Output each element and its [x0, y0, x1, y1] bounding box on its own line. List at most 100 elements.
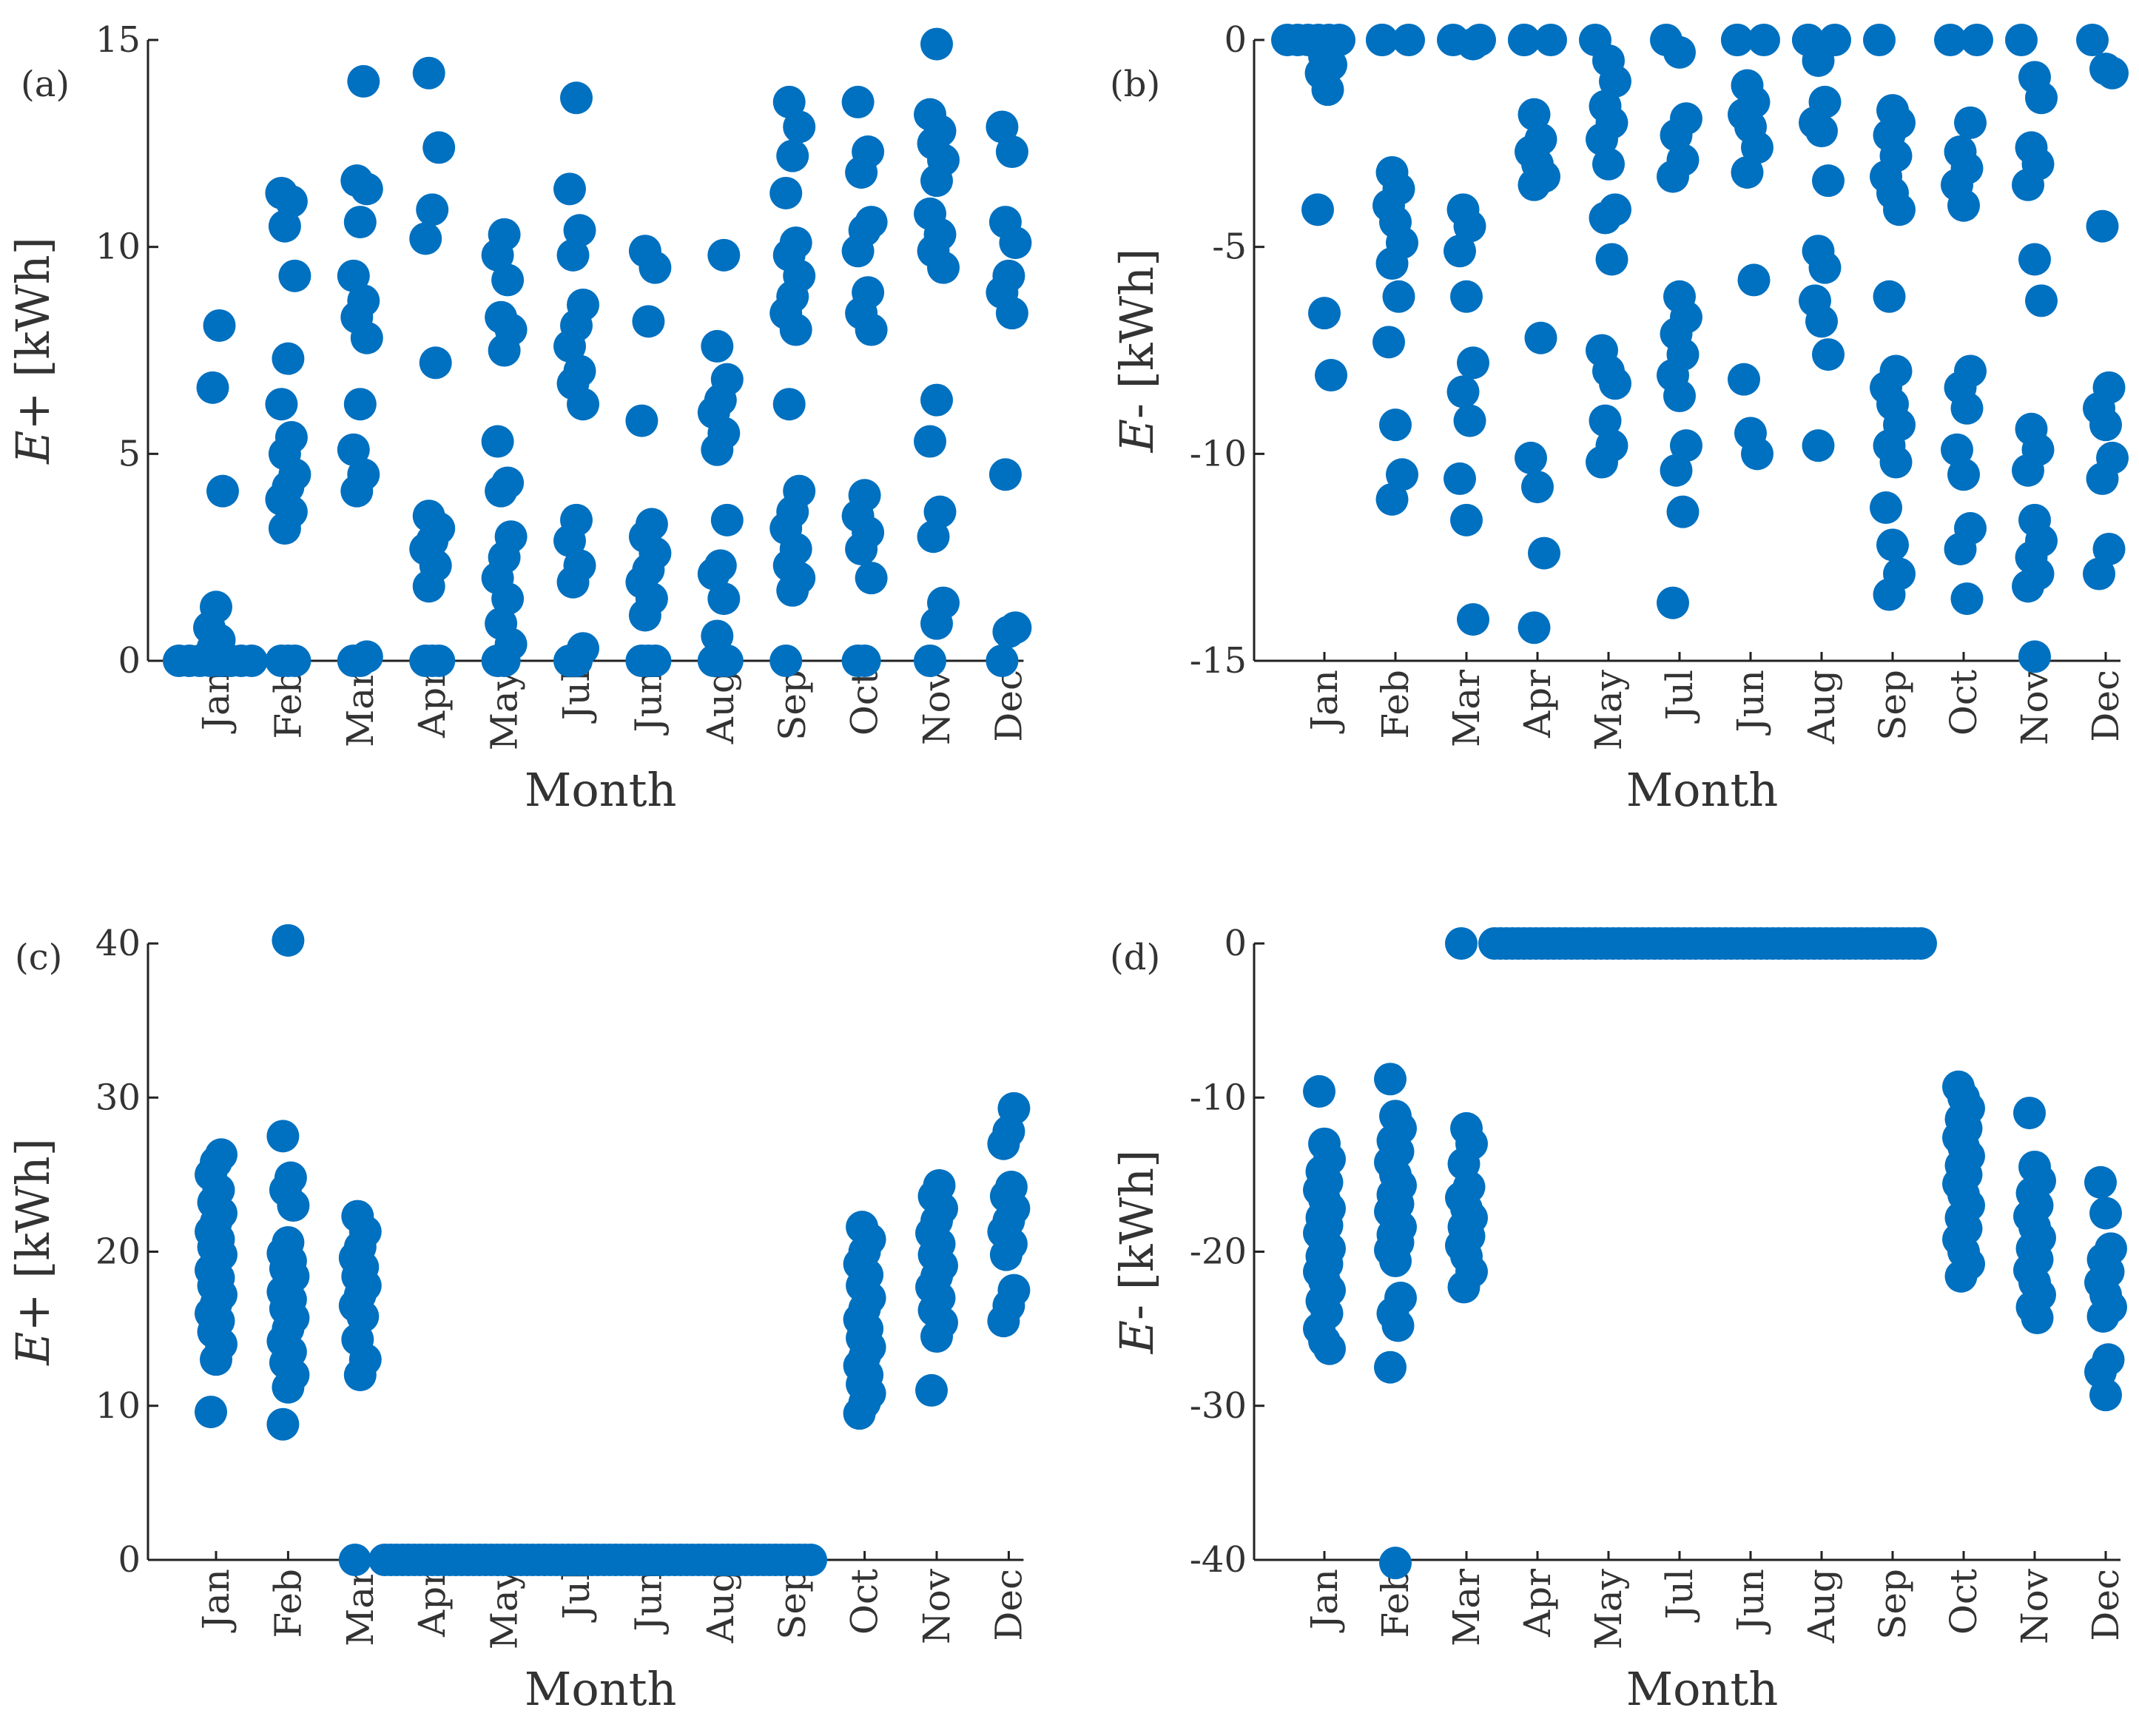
data-point — [772, 388, 806, 421]
data-point — [1375, 482, 1409, 516]
x-tick-label: Oct — [843, 670, 886, 736]
data-point — [1904, 927, 1937, 960]
x-tick-label: Mar — [1445, 670, 1488, 747]
data-point — [563, 354, 596, 388]
x-tick-label: Jul — [1658, 1569, 1701, 1623]
data-point — [412, 499, 445, 533]
data-point — [1812, 338, 1845, 371]
data-point — [769, 176, 803, 209]
data-point — [1589, 404, 1622, 437]
data-point — [999, 611, 1032, 645]
data-point — [1663, 36, 1696, 69]
data-point — [1731, 155, 1764, 189]
data-point — [343, 388, 377, 421]
data-point — [1517, 611, 1551, 645]
x-tick-label: Dec — [987, 1569, 1030, 1641]
data-point — [707, 582, 741, 616]
y-axis-title: E- [kWh] — [1110, 1150, 1164, 1355]
data-point — [710, 363, 744, 396]
data-point — [848, 479, 881, 512]
panel-c: 0 10 20 30 40 Jan Feb Mar Apr May Jul Jun Aug Sep Oct N… — [6, 923, 1031, 1716]
x-tick-label: Nov — [915, 669, 958, 745]
x-tick-label: Jan — [195, 1569, 238, 1633]
data-point — [560, 503, 593, 536]
y-tick-label: -40 — [1190, 1539, 1247, 1581]
data-point — [1808, 251, 1842, 284]
data-point — [205, 1138, 238, 1171]
data-point — [1374, 1063, 1407, 1096]
data-point — [1521, 471, 1554, 504]
data-point — [2018, 243, 2051, 276]
data-point — [914, 645, 946, 677]
data-point — [347, 64, 380, 98]
x-tick-label: Dec — [2084, 1569, 2127, 1641]
data-point — [1870, 491, 1902, 525]
data-point — [846, 1211, 879, 1244]
data-point — [1381, 1309, 1415, 1342]
data-point — [1944, 532, 1977, 565]
data-point — [1457, 603, 1489, 636]
data-point — [1382, 280, 1415, 313]
x-tick-label: Mar — [339, 670, 382, 747]
data-point — [1599, 367, 1631, 400]
data-point — [1950, 391, 1984, 425]
y-axis-title: E- [kWh] — [1110, 249, 1164, 454]
x-axis-title: Month — [525, 763, 677, 817]
x-tick-label: Feb — [266, 670, 309, 739]
data-point — [235, 645, 268, 677]
data-point — [852, 276, 885, 309]
data-point — [927, 586, 960, 619]
x-tick-label: Aug — [699, 670, 742, 744]
data-point — [347, 284, 380, 317]
data-point — [1444, 235, 1476, 268]
data-point — [1379, 1547, 1412, 1580]
data-point — [1366, 24, 1398, 56]
data-point — [341, 1200, 374, 1233]
data-point — [992, 259, 1025, 292]
data-point — [556, 238, 590, 272]
data-point — [2083, 557, 2115, 591]
data-point — [1517, 98, 1551, 131]
data-point — [1666, 495, 1700, 528]
x-tick-label: Nov — [2013, 1568, 2056, 1644]
data-point — [1586, 123, 1618, 156]
data-point — [1372, 326, 1405, 359]
data-point — [343, 206, 377, 239]
data-point — [195, 1396, 227, 1429]
data-point — [1961, 24, 1993, 56]
data-point — [494, 520, 528, 554]
x-tick-label: Jun — [1729, 670, 1772, 736]
x-axis-title: Month — [1626, 1662, 1779, 1716]
data-point — [1374, 1350, 1407, 1384]
y-tick-label: -30 — [1190, 1385, 1247, 1427]
data-point — [567, 632, 599, 665]
x-tick-label: Oct — [1942, 1569, 1985, 1635]
y-axis-title: E+ [kWh] — [6, 237, 60, 465]
data-point — [1517, 168, 1551, 201]
data-point — [635, 508, 668, 541]
panel-label: (a) — [21, 64, 70, 105]
data-point — [1883, 193, 1916, 226]
data-point — [2089, 1379, 2122, 1412]
data-point — [2086, 1299, 2120, 1333]
data-point — [2084, 1165, 2117, 1199]
data-point — [1805, 115, 1838, 148]
data-point — [1311, 73, 1344, 107]
data-point — [1728, 363, 1760, 396]
data-point — [855, 562, 888, 595]
data-point — [2089, 1197, 2122, 1230]
data-point — [272, 1226, 305, 1259]
data-point — [422, 131, 456, 164]
x-tick-label: Apr — [1516, 1569, 1559, 1638]
data-point — [491, 263, 525, 297]
data-point — [1802, 429, 1835, 462]
data-point — [278, 645, 311, 677]
data-point — [265, 388, 298, 421]
y-tick-label: 20 — [95, 1231, 141, 1273]
x-tick-label: Dec — [2084, 670, 2127, 742]
data-point — [1663, 380, 1696, 413]
x-tick-label: Aug — [1800, 1569, 1843, 1644]
panel-b: 0 -5 -10 -15 Jan Feb Mar Apr May Jul Jun Aug Sep Oct N… — [1110, 19, 2129, 817]
data-point — [1802, 44, 1835, 77]
data-point — [988, 458, 1022, 491]
